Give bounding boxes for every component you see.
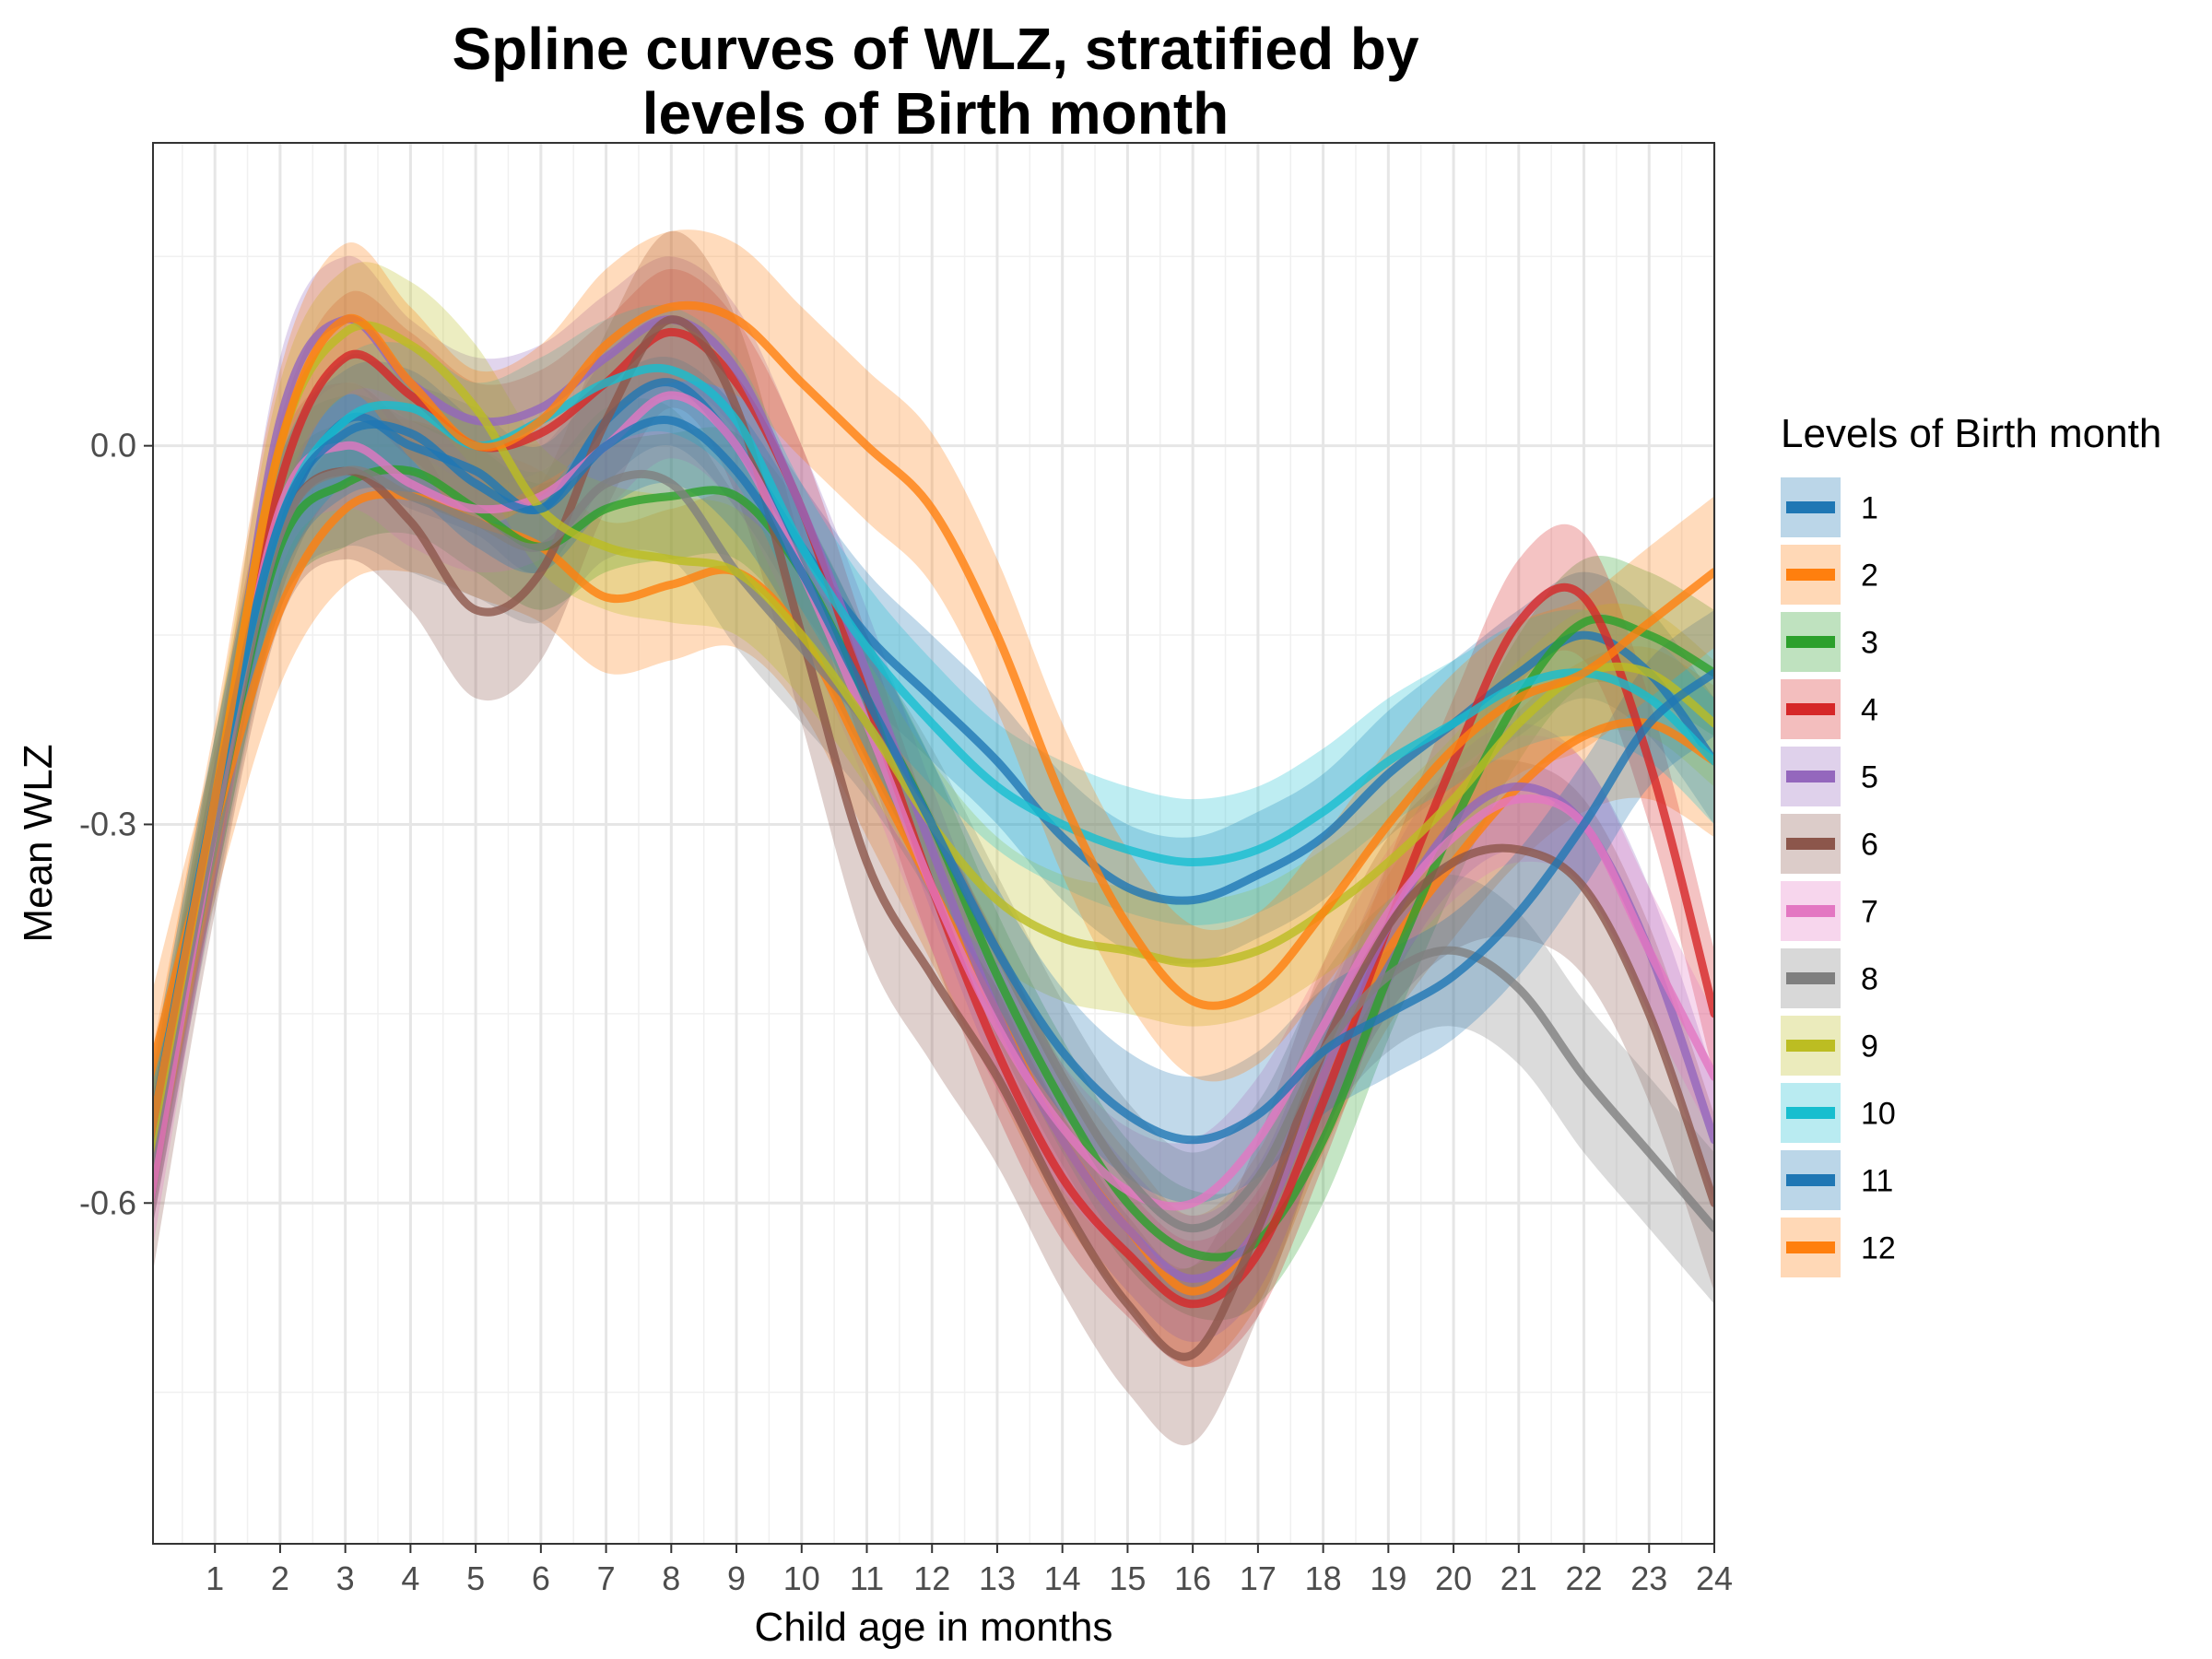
line-series-10 <box>153 363 1714 1143</box>
x-tick-label: 19 <box>1370 1559 1406 1597</box>
y-tick-label: 0.0 <box>90 427 136 465</box>
x-tick-label: 11 <box>850 1559 884 1597</box>
line-series-6 <box>153 315 1714 1361</box>
x-tick-label: 14 <box>1044 1559 1081 1597</box>
legend-label-6: 6 <box>1861 828 1878 863</box>
x-tick-label: 18 <box>1305 1559 1342 1597</box>
x-axis-title: Child age in months <box>755 1605 1113 1650</box>
line-series-9 <box>153 321 1714 1156</box>
line-series-11 <box>153 416 1714 1145</box>
x-axis: 1 2 3 4 5 6 7 8 9 10 11 12 13 14 15 16 17 18 19 20 21 22 23 24 <box>206 1544 1733 1597</box>
y-tick-label: -0.3 <box>79 805 136 842</box>
x-tick-label: 15 <box>1109 1559 1146 1597</box>
chart-title-line-2: levels of Birth month <box>642 80 1230 147</box>
x-tick-label: 12 <box>913 1559 950 1597</box>
line-series-12 <box>153 300 1714 1143</box>
legend-label-8: 8 <box>1861 962 1878 997</box>
legend-label-9: 9 <box>1861 1030 1878 1065</box>
x-tick-label: 5 <box>466 1559 485 1597</box>
band-series-7 <box>153 332 1714 1270</box>
x-tick-label: 17 <box>1240 1559 1277 1597</box>
x-tick-label: 9 <box>727 1559 746 1597</box>
line-series-7 <box>153 391 1714 1211</box>
x-tick-label: 10 <box>783 1559 820 1597</box>
x-tick-label: 21 <box>1500 1559 1537 1597</box>
x-tick-label: 16 <box>1174 1559 1211 1597</box>
x-tick-label: 2 <box>271 1559 289 1597</box>
band-series-1 <box>153 319 1714 1200</box>
x-tick-label: 1 <box>206 1559 224 1597</box>
legend-label-4: 4 <box>1861 693 1878 728</box>
band-series-12 <box>153 229 1714 1199</box>
x-tick-label: 23 <box>1630 1559 1667 1597</box>
legend-label-12: 12 <box>1861 1231 1896 1266</box>
legend-label-5: 5 <box>1861 760 1878 795</box>
y-axis-title: Mean WLZ <box>16 744 61 942</box>
x-tick-label: 22 <box>1566 1559 1603 1597</box>
x-tick-label: 3 <box>336 1559 355 1597</box>
chart-title-line-1: Spline curves of WLZ, stratified by <box>452 16 1418 82</box>
x-tick-label: 8 <box>662 1559 680 1597</box>
grid-major <box>153 143 1716 1544</box>
series-lines <box>153 300 1714 1361</box>
x-tick-label: 4 <box>401 1559 419 1597</box>
x-tick-label: 7 <box>597 1559 616 1597</box>
legend-label-2: 2 <box>1861 559 1878 594</box>
x-tick-label: 13 <box>979 1559 1016 1597</box>
plot-panel-border <box>152 142 1715 1545</box>
y-tick-label: -0.6 <box>79 1183 136 1221</box>
x-tick-label: 20 <box>1435 1559 1472 1597</box>
legend-label-1: 1 <box>1861 491 1878 526</box>
legend-label-7: 7 <box>1861 895 1878 930</box>
y-axis: 0.0 -0.3 -0.6 <box>79 427 153 1221</box>
legend-label-10: 10 <box>1861 1097 1896 1132</box>
legend-title: Levels of Birth month <box>1781 411 2161 456</box>
legend-label-11: 11 <box>1861 1164 1893 1199</box>
x-tick-label: 6 <box>532 1559 550 1597</box>
band-series-6 <box>153 230 1714 1445</box>
band-series-10 <box>153 304 1714 1186</box>
x-tick-label: 24 <box>1696 1559 1733 1597</box>
legend-label-3: 3 <box>1861 626 1878 661</box>
